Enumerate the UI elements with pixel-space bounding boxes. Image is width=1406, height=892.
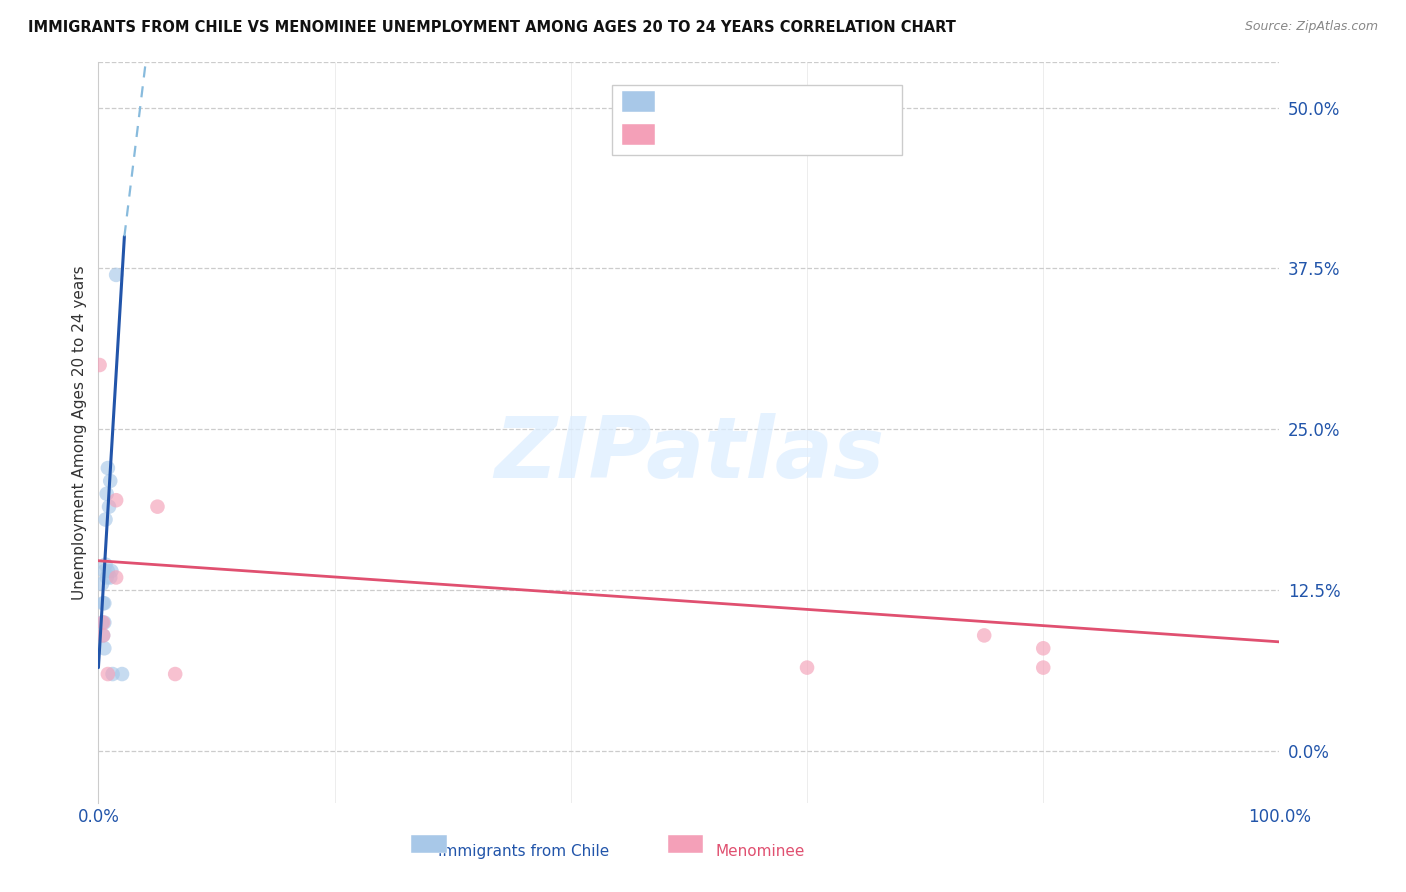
- Text: R = -0.277   N = 12: R = -0.277 N = 12: [669, 122, 860, 140]
- Point: [91, 577, 114, 591]
- Text: R =  0.733   N = 21: R = 0.733 N = 21: [669, 89, 859, 107]
- Point: [796, 660, 818, 674]
- Point: [98, 500, 121, 514]
- Point: [97, 667, 120, 681]
- Point: [94, 512, 117, 526]
- Point: [91, 628, 114, 642]
- Text: Menominee: Menominee: [716, 844, 804, 858]
- Point: [96, 487, 118, 501]
- Point: [97, 461, 120, 475]
- Point: [1032, 660, 1054, 674]
- FancyBboxPatch shape: [621, 124, 655, 145]
- Text: ZIPatlas: ZIPatlas: [494, 413, 884, 496]
- Point: [1032, 641, 1054, 656]
- Point: [93, 564, 115, 578]
- Point: [111, 667, 134, 681]
- Point: [91, 596, 114, 610]
- Point: [101, 667, 124, 681]
- Point: [146, 500, 169, 514]
- Point: [91, 615, 114, 630]
- Point: [93, 596, 115, 610]
- Point: [91, 628, 114, 642]
- Point: [105, 268, 128, 282]
- Text: IMMIGRANTS FROM CHILE VS MENOMINEE UNEMPLOYMENT AMONG AGES 20 TO 24 YEARS CORREL: IMMIGRANTS FROM CHILE VS MENOMINEE UNEMP…: [28, 20, 956, 35]
- Point: [105, 570, 128, 584]
- Text: Source: ZipAtlas.com: Source: ZipAtlas.com: [1244, 20, 1378, 33]
- Point: [973, 628, 995, 642]
- Point: [96, 570, 118, 584]
- FancyBboxPatch shape: [412, 835, 447, 853]
- FancyBboxPatch shape: [668, 835, 703, 853]
- FancyBboxPatch shape: [621, 91, 655, 112]
- Text: Immigrants from Chile: Immigrants from Chile: [439, 844, 609, 858]
- Point: [97, 564, 120, 578]
- Point: [94, 558, 117, 572]
- Point: [91, 615, 114, 630]
- Point: [93, 641, 115, 656]
- Point: [98, 474, 121, 488]
- Point: [89, 358, 111, 372]
- Point: [165, 667, 187, 681]
- Point: [105, 493, 128, 508]
- Point: [100, 564, 122, 578]
- Point: [98, 570, 121, 584]
- Y-axis label: Unemployment Among Ages 20 to 24 years: Unemployment Among Ages 20 to 24 years: [72, 265, 87, 600]
- FancyBboxPatch shape: [612, 85, 901, 155]
- Point: [93, 615, 115, 630]
